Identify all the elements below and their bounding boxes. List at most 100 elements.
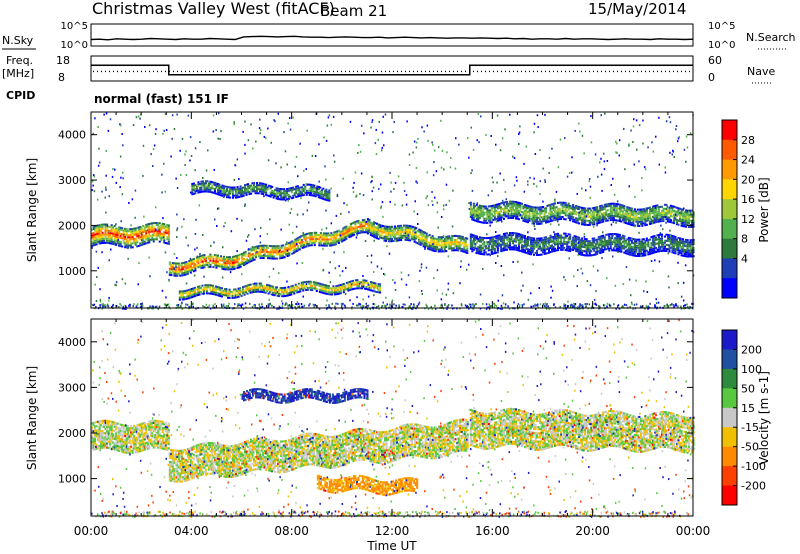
heatmap-cell xyxy=(217,294,220,297)
heatmap-cell xyxy=(449,247,452,250)
heatmap-cell xyxy=(463,240,466,243)
heatmap-cell xyxy=(459,282,461,285)
heatmap-cell xyxy=(195,288,198,291)
freq-tick-low: 8 xyxy=(58,71,65,84)
heatmap-cell xyxy=(324,240,327,243)
heatmap-cell xyxy=(237,289,240,292)
heatmap-cell xyxy=(412,230,415,233)
heatmap-cell xyxy=(261,257,264,259)
heatmap-cell xyxy=(539,218,542,221)
heatmap-cell xyxy=(262,246,265,249)
heatmap-cell xyxy=(314,287,317,290)
heatmap-cell xyxy=(119,232,122,235)
heatmap-cell xyxy=(98,230,101,233)
heatmap-cell xyxy=(563,238,566,241)
heatmap-cell xyxy=(286,192,289,195)
heatmap-cell xyxy=(588,223,591,226)
heatmap-cell xyxy=(333,235,336,238)
heatmap-cell xyxy=(232,262,235,264)
heatmap-cell xyxy=(265,250,268,253)
heatmap-cell xyxy=(207,286,210,289)
heatmap-cell xyxy=(421,232,424,235)
heatmap-cell xyxy=(287,181,289,184)
heatmap-cell xyxy=(297,290,300,293)
heatmap-cell xyxy=(298,242,301,245)
heatmap-cell xyxy=(230,290,233,293)
heatmap-cell xyxy=(412,232,415,235)
heatmap-cell xyxy=(398,239,401,242)
heatmap-cell xyxy=(422,235,425,238)
heatmap-cell xyxy=(151,226,154,229)
heatmap-cell xyxy=(319,242,322,245)
heatmap-cell xyxy=(217,288,220,291)
heatmap-cell xyxy=(326,286,329,289)
heatmap-cell xyxy=(451,241,454,244)
heatmap-cell xyxy=(445,241,448,244)
heatmap-cell xyxy=(379,230,382,233)
heatmap-cell xyxy=(139,228,142,231)
heatmap-cell xyxy=(665,250,668,252)
heatmap-cell xyxy=(267,288,270,291)
heatmap-cell xyxy=(194,267,197,270)
heatmap-cell xyxy=(189,271,192,274)
heatmap-cell xyxy=(261,286,264,289)
heatmap-cell xyxy=(195,258,198,261)
heatmap-cell xyxy=(421,236,424,239)
heatmap-cell xyxy=(224,185,227,188)
heatmap-cell xyxy=(397,237,400,240)
heatmap-cell xyxy=(297,239,300,241)
heatmap-cell xyxy=(412,226,415,228)
heatmap-cell xyxy=(659,248,662,250)
heatmap-cell xyxy=(481,238,484,241)
heatmap-cell xyxy=(225,260,228,263)
heatmap-cell xyxy=(660,233,663,236)
heatmap-cell xyxy=(314,283,317,286)
heatmap-cell xyxy=(282,256,285,259)
heatmap-cell xyxy=(325,238,328,241)
heatmap-cell xyxy=(306,241,309,243)
heatmap-cell xyxy=(327,240,330,243)
heatmap-cell xyxy=(247,255,250,258)
heatmap-cell xyxy=(412,238,415,241)
heatmap-cell xyxy=(206,190,209,193)
heatmap-cell xyxy=(554,200,556,203)
heatmap-cell xyxy=(206,180,209,183)
heatmap-cell xyxy=(185,150,187,153)
heatmap-cell xyxy=(119,245,122,248)
heatmap-cell xyxy=(317,284,320,287)
heatmap-cell xyxy=(176,266,179,269)
heatmap-cell xyxy=(434,248,437,250)
heatmap-cell xyxy=(122,229,125,232)
heatmap-cell xyxy=(201,264,204,267)
heatmap-cell xyxy=(430,236,433,239)
heatmap-cell xyxy=(660,235,663,238)
heatmap-cell xyxy=(312,240,315,242)
heatmap-cell xyxy=(112,232,115,235)
heatmap-cell xyxy=(124,242,127,245)
heatmap-cell xyxy=(564,232,567,235)
heatmap-cell xyxy=(242,130,244,133)
heatmap-cell xyxy=(113,237,116,240)
heatmap-cell xyxy=(536,218,539,221)
heatmap-cell xyxy=(386,231,389,234)
heatmap-cell xyxy=(442,236,445,239)
heatmap-cell xyxy=(654,246,657,249)
heatmap-cell xyxy=(260,288,263,291)
heatmap-cell xyxy=(192,262,195,265)
heatmap-cell xyxy=(322,187,325,190)
heatmap-cell xyxy=(451,235,454,238)
heatmap-cell xyxy=(157,234,159,237)
heatmap-cell xyxy=(510,210,513,213)
heatmap-cell xyxy=(391,238,394,240)
heatmap-cell xyxy=(155,228,157,231)
heatmap-cell xyxy=(323,292,326,295)
heatmap-cell xyxy=(161,235,164,237)
heatmap-cell xyxy=(424,244,427,247)
heatmap-cell xyxy=(124,246,127,249)
heatmap-cell xyxy=(244,255,247,257)
heatmap-cell xyxy=(221,186,224,189)
heatmap-cell xyxy=(116,240,119,243)
heatmap-cell xyxy=(106,237,109,240)
heatmap-cell xyxy=(137,232,140,235)
heatmap-cell xyxy=(355,230,358,233)
